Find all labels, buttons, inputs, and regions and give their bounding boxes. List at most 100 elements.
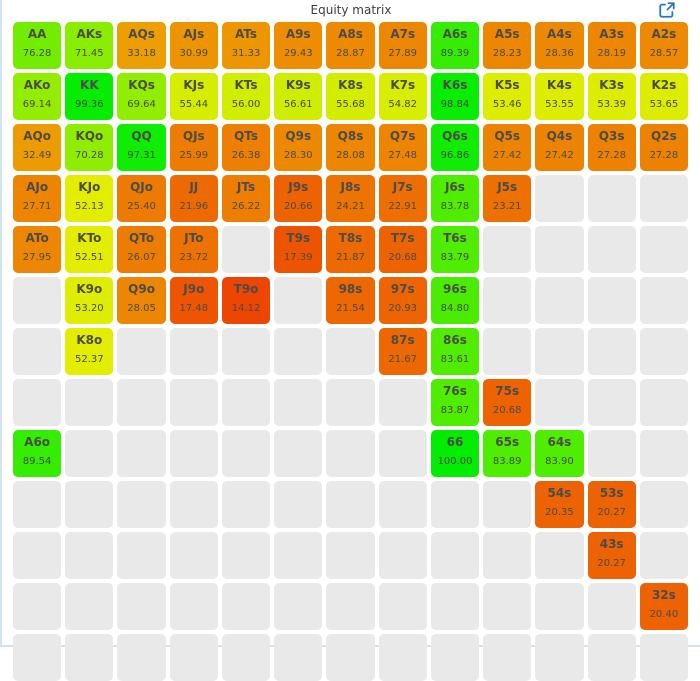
hand-label: JJ	[189, 180, 199, 194]
matrix-cell-K3s[interactable]: K3s 53.39	[587, 73, 636, 120]
matrix-cell-64s[interactable]: 64s 83.90	[535, 430, 584, 477]
matrix-cell-K2s[interactable]: K2s 53.65	[639, 73, 688, 120]
equity-value: 98.84	[440, 99, 470, 110]
matrix-cell-Q9s[interactable]: Q9s 28.30	[274, 124, 323, 171]
matrix-cell-J9o[interactable]: J9o 17.48	[169, 277, 218, 324]
matrix-cell-53s[interactable]: 53s 20.27	[587, 481, 636, 528]
matrix-cell-J7s[interactable]: J7s 22.91	[378, 175, 427, 222]
matrix-cell-65s[interactable]: 65s 83.89	[483, 430, 532, 477]
matrix-cell-QJo[interactable]: QJo 25.40	[117, 175, 166, 222]
matrix-cell-AKs[interactable]: AKs 71.45	[65, 22, 114, 69]
matrix-cell-AJo[interactable]: AJo 27.71	[13, 175, 62, 222]
matrix-cell-A2s[interactable]: A2s 28.57	[639, 22, 688, 69]
matrix-cell-K6s[interactable]: K6s 98.84	[430, 73, 480, 120]
matrix-cell-KJo[interactable]: KJo 52.13	[65, 175, 114, 222]
hand-label: 53s	[599, 486, 624, 500]
matrix-cell-A5s[interactable]: A5s 28.23	[483, 22, 532, 69]
matrix-cell-96s[interactable]: 96s 84.80	[430, 277, 480, 324]
equity-value: 52.51	[75, 252, 104, 263]
hand-label: J9o	[183, 282, 205, 296]
matrix-cell-empty-67	[378, 430, 427, 477]
matrix-cell-empty-26	[430, 634, 480, 681]
matrix-cell-K8o[interactable]: K8o 52.37	[65, 328, 114, 375]
matrix-cell-K5s[interactable]: K5s 53.46	[483, 73, 532, 120]
matrix-cell-ATs[interactable]: ATs 31.33	[221, 22, 271, 69]
matrix-cell-KQs[interactable]: KQs 69.64	[117, 73, 166, 120]
matrix-cell-J5s[interactable]: J5s 23.21	[483, 175, 532, 222]
equity-value: 83.90	[545, 456, 574, 467]
matrix-cell-empty-8A	[13, 328, 62, 375]
matrix-cell-empty-2Q	[117, 634, 166, 681]
matrix-cell-empty-T4	[535, 226, 584, 273]
hand-label: K3s	[599, 78, 625, 92]
matrix-cell-empty-38	[326, 583, 375, 630]
matrix-cell-A4s[interactable]: A4s 28.36	[535, 22, 584, 69]
matrix-cell-KK[interactable]: KK 99.36	[65, 73, 114, 120]
matrix-cell-ATo[interactable]: ATo 27.95	[13, 226, 62, 273]
matrix-cell-empty-TT	[221, 226, 271, 273]
matrix-cell-66[interactable]: 66 100.00	[430, 430, 480, 477]
equity-value: 20.68	[388, 252, 418, 263]
matrix-cell-Q4s[interactable]: Q4s 27.42	[535, 124, 584, 171]
matrix-cell-Q6s[interactable]: Q6s 96.86	[430, 124, 480, 171]
matrix-cell-98s[interactable]: 98s 21.54	[326, 277, 375, 324]
matrix-cell-86s[interactable]: 86s 83.61	[430, 328, 480, 375]
matrix-cell-T9o[interactable]: T9o 14.12	[221, 277, 271, 324]
matrix-cell-43s[interactable]: 43s 20.27	[587, 532, 636, 579]
matrix-cell-76s[interactable]: 76s 83.87	[430, 379, 480, 426]
matrix-cell-QJs[interactable]: QJs 25.99	[169, 124, 218, 171]
matrix-cell-75s[interactable]: 75s 20.68	[483, 379, 532, 426]
matrix-cell-K9o[interactable]: K9o 53.20	[65, 277, 114, 324]
hand-label: K8s	[338, 78, 363, 92]
matrix-cell-empty-29	[274, 634, 323, 681]
matrix-cell-AA[interactable]: AA 76.28	[13, 22, 62, 69]
matrix-cell-Q3s[interactable]: Q3s 27.28	[587, 124, 636, 171]
matrix-cell-A8s[interactable]: A8s 28.87	[326, 22, 375, 69]
matrix-cell-A9s[interactable]: A9s 29.43	[274, 22, 323, 69]
matrix-cell-KQo[interactable]: KQo 70.28	[65, 124, 114, 171]
matrix-cell-A7s[interactable]: A7s 27.89	[378, 22, 427, 69]
external-link-icon[interactable]	[658, 1, 676, 19]
matrix-cell-JTs[interactable]: JTs 26.22	[221, 175, 271, 222]
matrix-cell-Q9o[interactable]: Q9o 28.05	[117, 277, 166, 324]
matrix-cell-T7s[interactable]: T7s 20.68	[378, 226, 427, 273]
matrix-cell-KJs[interactable]: KJs 55.44	[169, 73, 218, 120]
matrix-cell-QTs[interactable]: QTs 26.38	[221, 124, 271, 171]
matrix-cell-QTo[interactable]: QTo 26.07	[117, 226, 166, 273]
matrix-cell-54s[interactable]: 54s 20.35	[535, 481, 584, 528]
matrix-cell-AJs[interactable]: AJs 30.99	[169, 22, 218, 69]
matrix-cell-JJ[interactable]: JJ 21.96	[169, 175, 218, 222]
matrix-cell-T8s[interactable]: T8s 21.87	[326, 226, 375, 273]
matrix-cell-97s[interactable]: 97s 20.93	[378, 277, 427, 324]
matrix-cell-empty-78	[326, 379, 375, 426]
matrix-cell-87s[interactable]: 87s 21.67	[378, 328, 427, 375]
matrix-cell-K9s[interactable]: K9s 56.61	[274, 73, 323, 120]
matrix-cell-Q2s[interactable]: Q2s 27.28	[639, 124, 688, 171]
matrix-cell-KTo[interactable]: KTo 52.51	[65, 226, 114, 273]
matrix-cell-A3s[interactable]: A3s 28.19	[587, 22, 636, 69]
matrix-cell-JTo[interactable]: JTo 23.72	[169, 226, 218, 273]
matrix-cell-32s[interactable]: 32s 20.40	[639, 583, 688, 630]
matrix-cell-Q5s[interactable]: Q5s 27.42	[483, 124, 532, 171]
matrix-cell-Q8s[interactable]: Q8s 28.08	[326, 124, 375, 171]
matrix-cell-AKo[interactable]: AKo 69.14	[13, 73, 62, 120]
matrix-cell-QQ[interactable]: QQ 97.31	[117, 124, 166, 171]
matrix-cell-A6s[interactable]: A6s 89.39	[430, 22, 480, 69]
matrix-cell-K7s[interactable]: K7s 54.82	[378, 73, 427, 120]
matrix-cell-AQs[interactable]: AQs 33.18	[117, 22, 166, 69]
matrix-cell-J8s[interactable]: J8s 24.21	[326, 175, 375, 222]
matrix-cell-Q7s[interactable]: Q7s 27.48	[378, 124, 427, 171]
matrix-cell-T9s[interactable]: T9s 17.39	[274, 226, 323, 273]
matrix-cell-AQo[interactable]: AQo 32.49	[13, 124, 62, 171]
matrix-cell-K8s[interactable]: K8s 55.68	[326, 73, 375, 120]
matrix-cell-J9s[interactable]: J9s 20.66	[274, 175, 323, 222]
matrix-cell-A6o[interactable]: A6o 89.54	[13, 430, 62, 477]
matrix-cell-T6s[interactable]: T6s 83.79	[430, 226, 480, 273]
matrix-cell-empty-27	[378, 634, 427, 681]
matrix-cell-J6s[interactable]: J6s 83.78	[430, 175, 480, 222]
equity-value: 20.35	[545, 507, 574, 518]
matrix-cell-KTs[interactable]: KTs 56.00	[221, 73, 271, 120]
equity-value: 21.67	[388, 354, 418, 365]
hand-label: 96s	[443, 282, 467, 296]
matrix-cell-K4s[interactable]: K4s 53.55	[535, 73, 584, 120]
